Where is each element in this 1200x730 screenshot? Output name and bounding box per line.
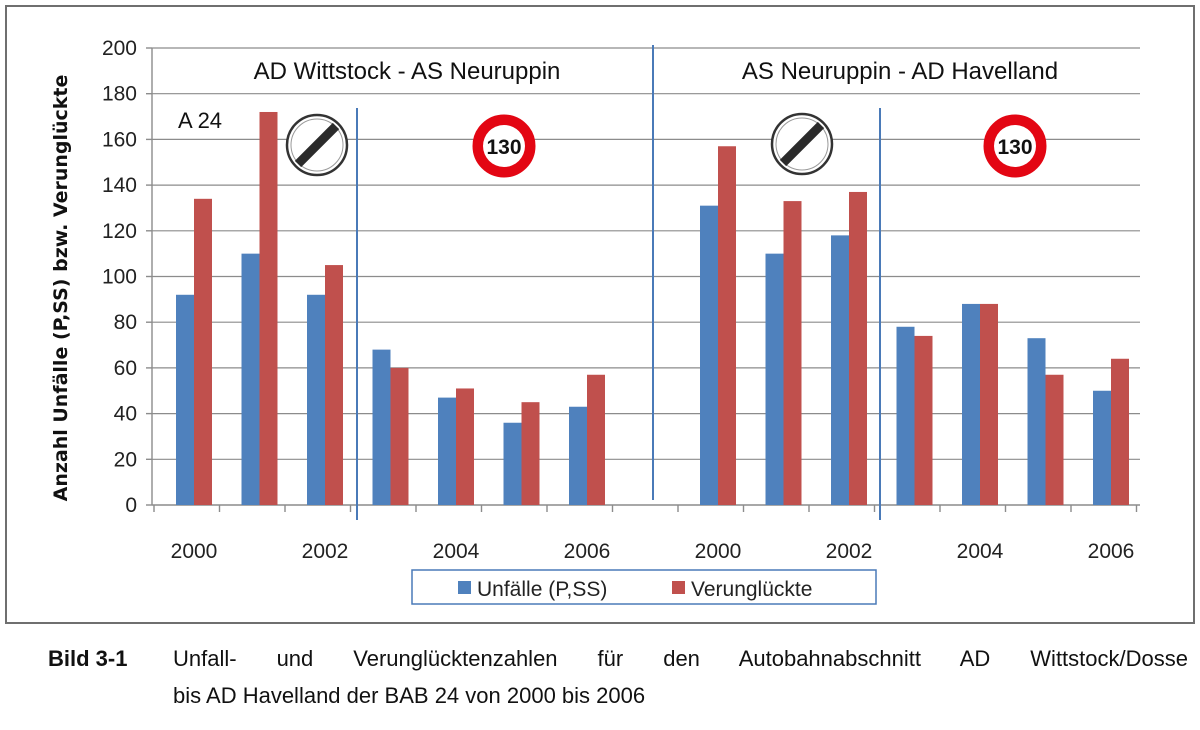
bar-unfaelle-2003 xyxy=(896,326,915,505)
bar-unfaelle-2006 xyxy=(1093,390,1111,505)
x-tick-label: 2002 xyxy=(826,540,873,563)
bar-unfaelle-2001 xyxy=(765,253,784,505)
y-tick-label: 60 xyxy=(114,357,137,380)
bar-verunglueckte-2000 xyxy=(718,146,736,505)
bar-unfaelle-2003 xyxy=(372,349,391,505)
bar-unfaelle-2004 xyxy=(962,303,980,505)
speed-limit-sign-icon: 130 xyxy=(983,114,1047,178)
panel-title-right: AS Neuruppin - AD Havelland xyxy=(742,58,1058,85)
bar-unfaelle-2000 xyxy=(700,205,718,506)
x-tick-label: 2000 xyxy=(171,540,218,563)
caption-number: Bild 3-1 xyxy=(48,646,128,671)
speed-limit-sign-icon: 130 xyxy=(472,114,536,178)
legend-label-unfaelle: Unfälle (P,SS) xyxy=(477,578,607,601)
bar-verunglueckte-2003 xyxy=(914,335,933,505)
annotation-layer: AD Wittstock - AS Neuruppin AS Neuruppin … xyxy=(178,45,1058,520)
caption-text: Unfall- und Verunglücktenzahlen für den … xyxy=(173,640,1188,714)
bar-unfaelle-2001 xyxy=(241,253,260,505)
bar-verunglueckte-2002 xyxy=(849,191,867,505)
legend-swatch-unfaelle xyxy=(458,581,471,594)
y-axis-label: Anzahl Unfälle (P,SS) bzw. Verunglückte xyxy=(50,75,72,502)
speed-limit-value: 130 xyxy=(997,136,1032,159)
x-tick-label: 2006 xyxy=(1088,540,1135,563)
x-tick-label: 2004 xyxy=(957,540,1004,563)
speed-limit-value: 130 xyxy=(486,136,521,159)
bar-verunglueckte-2005 xyxy=(1045,374,1064,505)
caption-line-1: Unfall- und Verunglücktenzahlen für den … xyxy=(173,646,1188,671)
road-label: A 24 xyxy=(178,108,222,133)
bar-layer xyxy=(176,111,1129,506)
bar-unfaelle-2002 xyxy=(307,294,325,505)
bar-verunglueckte-2002 xyxy=(325,265,343,505)
legend-box xyxy=(411,569,877,605)
bar-verunglueckte-2000 xyxy=(194,198,212,505)
y-tick-label: 20 xyxy=(114,448,137,471)
y-tick-label: 40 xyxy=(114,403,137,426)
bar-unfaelle-2005 xyxy=(1027,338,1046,505)
y-tick-label: 160 xyxy=(102,128,137,151)
y-tick-label: 120 xyxy=(102,220,137,243)
bar-verunglueckte-2001 xyxy=(259,111,278,505)
bar-verunglueckte-2005 xyxy=(521,402,540,505)
x-tick-label: 2002 xyxy=(302,540,349,563)
legend: Unfälle (P,SS) Verunglückte xyxy=(411,569,877,605)
legend-label-verunglueckte: Verunglückte xyxy=(691,578,812,601)
y-tick-label: 180 xyxy=(102,83,137,106)
bar-verunglueckte-2003 xyxy=(390,367,409,505)
panel-title-left: AD Wittstock - AS Neuruppin xyxy=(254,58,561,85)
x-tick-label: 2000 xyxy=(695,540,742,563)
x-tick-label: 2006 xyxy=(564,540,611,563)
bar-verunglueckte-2001 xyxy=(783,201,802,505)
y-tick-label: 200 xyxy=(102,37,137,60)
bar-verunglueckte-2006 xyxy=(1111,358,1129,505)
bar-verunglueckte-2006 xyxy=(587,374,605,505)
y-tick-label: 140 xyxy=(102,174,137,197)
legend-swatch-verunglueckte xyxy=(672,581,685,594)
bar-unfaelle-2002 xyxy=(831,235,849,505)
bar-unfaelle-2000 xyxy=(176,294,194,505)
bar-unfaelle-2005 xyxy=(503,422,522,505)
bar-verunglueckte-2004 xyxy=(980,303,998,505)
x-tick-label: 2004 xyxy=(433,540,480,563)
end-of-restrictions-sign-icon xyxy=(285,113,349,177)
y-tick-label: 100 xyxy=(102,266,137,289)
y-tick-label: 80 xyxy=(114,311,137,334)
bar-unfaelle-2004 xyxy=(438,397,456,505)
caption-line-2: bis AD Havelland der BAB 24 von 2000 bis… xyxy=(173,683,646,708)
end-of-restrictions-sign-icon xyxy=(770,112,834,176)
axis-layer: 0 20 40 60 80 100 120 140 160 180 200 2000 2002 2004 2… xyxy=(102,37,1138,563)
bar-verunglueckte-2004 xyxy=(456,388,474,505)
y-tick-label: 0 xyxy=(125,494,137,517)
bar-unfaelle-2006 xyxy=(569,406,587,505)
